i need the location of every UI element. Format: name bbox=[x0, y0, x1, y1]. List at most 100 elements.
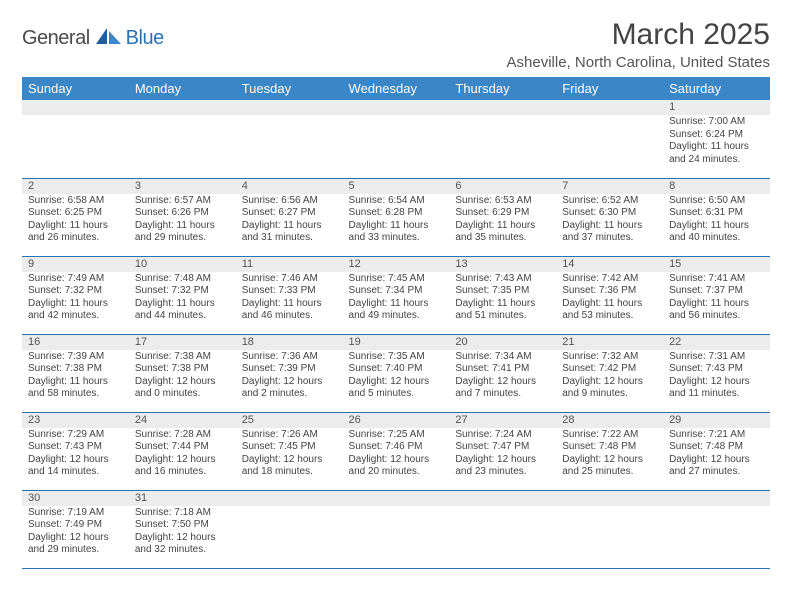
calendar-day: 13Sunrise: 7:43 AMSunset: 7:35 PMDayligh… bbox=[449, 256, 556, 334]
day-info: Sunrise: 7:35 AMSunset: 7:40 PMDaylight:… bbox=[343, 350, 450, 404]
day-number bbox=[556, 491, 663, 506]
calendar-day: 24Sunrise: 7:28 AMSunset: 7:44 PMDayligh… bbox=[129, 412, 236, 490]
daylight-line: Daylight: 11 hours and 58 minutes. bbox=[28, 376, 123, 401]
sunset-line: Sunset: 7:37 PM bbox=[669, 285, 764, 298]
day-info: Sunrise: 6:58 AMSunset: 6:25 PMDaylight:… bbox=[22, 194, 129, 248]
day-number bbox=[236, 100, 343, 115]
daylight-line: Daylight: 12 hours and 14 minutes. bbox=[28, 454, 123, 479]
sunset-line: Sunset: 7:48 PM bbox=[562, 441, 657, 454]
day-info: Sunrise: 7:42 AMSunset: 7:36 PMDaylight:… bbox=[556, 272, 663, 326]
day-number: 26 bbox=[343, 413, 450, 428]
sunrise-line: Sunrise: 7:48 AM bbox=[135, 273, 230, 286]
sunset-line: Sunset: 7:38 PM bbox=[135, 363, 230, 376]
calendar-day: 8Sunrise: 6:50 AMSunset: 6:31 PMDaylight… bbox=[663, 178, 770, 256]
day-info bbox=[556, 115, 663, 163]
daylight-line: Daylight: 12 hours and 16 minutes. bbox=[135, 454, 230, 479]
calendar-day: 28Sunrise: 7:22 AMSunset: 7:48 PMDayligh… bbox=[556, 412, 663, 490]
daylight-line: Daylight: 12 hours and 18 minutes. bbox=[242, 454, 337, 479]
day-info: Sunrise: 7:49 AMSunset: 7:32 PMDaylight:… bbox=[22, 272, 129, 326]
day-number: 7 bbox=[556, 179, 663, 194]
daylight-line: Daylight: 11 hours and 44 minutes. bbox=[135, 298, 230, 323]
calendar-week: 16Sunrise: 7:39 AMSunset: 7:38 PMDayligh… bbox=[22, 334, 770, 412]
daylight-line: Daylight: 11 hours and 46 minutes. bbox=[242, 298, 337, 323]
sunset-line: Sunset: 7:40 PM bbox=[349, 363, 444, 376]
sunrise-line: Sunrise: 7:31 AM bbox=[669, 351, 764, 364]
daylight-line: Daylight: 11 hours and 37 minutes. bbox=[562, 220, 657, 245]
calendar-day: 25Sunrise: 7:26 AMSunset: 7:45 PMDayligh… bbox=[236, 412, 343, 490]
day-number: 17 bbox=[129, 335, 236, 350]
daylight-line: Daylight: 12 hours and 2 minutes. bbox=[242, 376, 337, 401]
daylight-line: Daylight: 11 hours and 49 minutes. bbox=[349, 298, 444, 323]
day-number: 10 bbox=[129, 257, 236, 272]
calendar-day: 14Sunrise: 7:42 AMSunset: 7:36 PMDayligh… bbox=[556, 256, 663, 334]
daylight-line: Daylight: 12 hours and 29 minutes. bbox=[28, 532, 123, 557]
calendar-day: 9Sunrise: 7:49 AMSunset: 7:32 PMDaylight… bbox=[22, 256, 129, 334]
sunset-line: Sunset: 7:47 PM bbox=[455, 441, 550, 454]
day-number bbox=[663, 491, 770, 506]
day-number bbox=[343, 491, 450, 506]
sunrise-line: Sunrise: 7:42 AM bbox=[562, 273, 657, 286]
sunrise-line: Sunrise: 7:24 AM bbox=[455, 429, 550, 442]
sunrise-line: Sunrise: 6:57 AM bbox=[135, 195, 230, 208]
calendar-day: 18Sunrise: 7:36 AMSunset: 7:39 PMDayligh… bbox=[236, 334, 343, 412]
daylight-line: Daylight: 11 hours and 26 minutes. bbox=[28, 220, 123, 245]
daylight-line: Daylight: 12 hours and 32 minutes. bbox=[135, 532, 230, 557]
sunset-line: Sunset: 7:39 PM bbox=[242, 363, 337, 376]
calendar-day bbox=[663, 490, 770, 568]
calendar-day: 2Sunrise: 6:58 AMSunset: 6:25 PMDaylight… bbox=[22, 178, 129, 256]
sunset-line: Sunset: 7:33 PM bbox=[242, 285, 337, 298]
calendar-day bbox=[449, 490, 556, 568]
col-wednesday: Wednesday bbox=[343, 77, 450, 100]
day-info: Sunrise: 7:25 AMSunset: 7:46 PMDaylight:… bbox=[343, 428, 450, 482]
sunrise-line: Sunrise: 7:39 AM bbox=[28, 351, 123, 364]
day-info bbox=[449, 506, 556, 554]
day-number: 18 bbox=[236, 335, 343, 350]
day-info: Sunrise: 6:54 AMSunset: 6:28 PMDaylight:… bbox=[343, 194, 450, 248]
calendar-day: 23Sunrise: 7:29 AMSunset: 7:43 PMDayligh… bbox=[22, 412, 129, 490]
day-number: 25 bbox=[236, 413, 343, 428]
day-number: 21 bbox=[556, 335, 663, 350]
calendar-day: 30Sunrise: 7:19 AMSunset: 7:49 PMDayligh… bbox=[22, 490, 129, 568]
day-number: 27 bbox=[449, 413, 556, 428]
sunset-line: Sunset: 7:32 PM bbox=[135, 285, 230, 298]
day-number: 15 bbox=[663, 257, 770, 272]
daylight-line: Daylight: 11 hours and 51 minutes. bbox=[455, 298, 550, 323]
day-number: 24 bbox=[129, 413, 236, 428]
day-number: 14 bbox=[556, 257, 663, 272]
day-number: 5 bbox=[343, 179, 450, 194]
sunrise-line: Sunrise: 6:53 AM bbox=[455, 195, 550, 208]
day-info: Sunrise: 7:26 AMSunset: 7:45 PMDaylight:… bbox=[236, 428, 343, 482]
day-number bbox=[449, 491, 556, 506]
day-info: Sunrise: 7:46 AMSunset: 7:33 PMDaylight:… bbox=[236, 272, 343, 326]
page-title: March 2025 bbox=[507, 18, 770, 52]
daylight-line: Daylight: 11 hours and 24 minutes. bbox=[669, 141, 764, 166]
sunset-line: Sunset: 6:25 PM bbox=[28, 207, 123, 220]
col-saturday: Saturday bbox=[663, 77, 770, 100]
calendar-day bbox=[129, 100, 236, 178]
daylight-line: Daylight: 12 hours and 5 minutes. bbox=[349, 376, 444, 401]
sunset-line: Sunset: 7:38 PM bbox=[28, 363, 123, 376]
daylight-line: Daylight: 12 hours and 9 minutes. bbox=[562, 376, 657, 401]
calendar-day: 3Sunrise: 6:57 AMSunset: 6:26 PMDaylight… bbox=[129, 178, 236, 256]
calendar-day bbox=[236, 100, 343, 178]
sunset-line: Sunset: 6:24 PM bbox=[669, 129, 764, 142]
calendar-day bbox=[343, 100, 450, 178]
day-number: 16 bbox=[22, 335, 129, 350]
day-number: 30 bbox=[22, 491, 129, 506]
logo-text-blue: Blue bbox=[126, 27, 164, 50]
day-info: Sunrise: 7:18 AMSunset: 7:50 PMDaylight:… bbox=[129, 506, 236, 560]
day-info: Sunrise: 7:00 AMSunset: 6:24 PMDaylight:… bbox=[663, 115, 770, 169]
day-info: Sunrise: 6:50 AMSunset: 6:31 PMDaylight:… bbox=[663, 194, 770, 248]
sunset-line: Sunset: 7:42 PM bbox=[562, 363, 657, 376]
calendar-week: 1Sunrise: 7:00 AMSunset: 6:24 PMDaylight… bbox=[22, 100, 770, 178]
sunset-line: Sunset: 6:28 PM bbox=[349, 207, 444, 220]
sunrise-line: Sunrise: 7:25 AM bbox=[349, 429, 444, 442]
sunset-line: Sunset: 7:48 PM bbox=[669, 441, 764, 454]
calendar-day: 27Sunrise: 7:24 AMSunset: 7:47 PMDayligh… bbox=[449, 412, 556, 490]
day-number: 13 bbox=[449, 257, 556, 272]
daylight-line: Daylight: 12 hours and 23 minutes. bbox=[455, 454, 550, 479]
logo-sail-icon bbox=[94, 26, 122, 51]
sunrise-line: Sunrise: 7:32 AM bbox=[562, 351, 657, 364]
logo-text-general: General bbox=[22, 27, 90, 50]
day-info bbox=[343, 115, 450, 163]
